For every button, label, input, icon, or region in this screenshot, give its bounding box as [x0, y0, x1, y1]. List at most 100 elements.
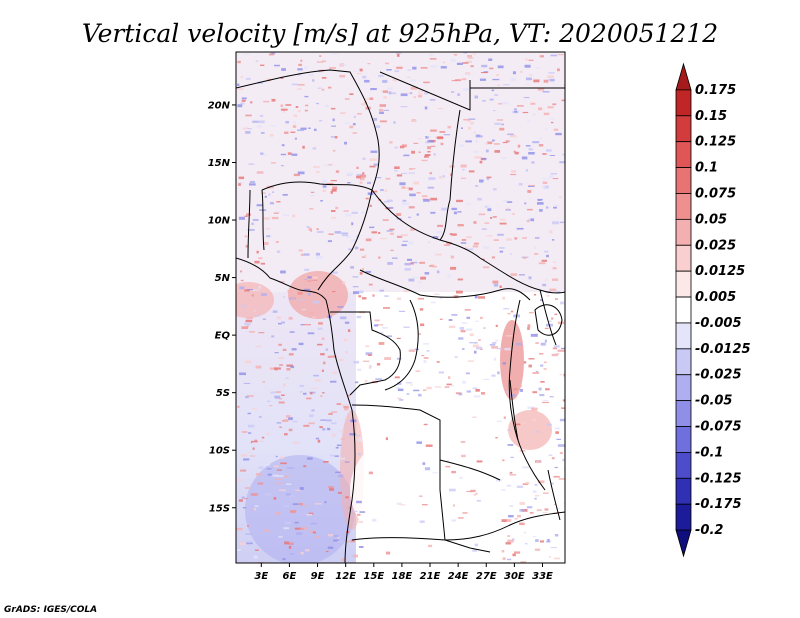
field-speckle — [357, 453, 361, 456]
field-speckle — [245, 245, 249, 248]
field-speckle — [286, 364, 293, 367]
field-speckle — [410, 384, 413, 386]
field-speckle — [320, 419, 327, 421]
field-speckle — [236, 527, 243, 531]
field-speckle — [479, 78, 486, 81]
field-speckle — [321, 369, 324, 372]
field-speckle — [443, 244, 450, 246]
field-speckle — [424, 467, 431, 471]
field-speckle — [379, 104, 386, 107]
field-speckle — [251, 222, 254, 225]
colorbar-swatch — [675, 218, 692, 246]
field-speckle — [248, 432, 252, 434]
field-speckle — [460, 441, 466, 443]
field-speckle — [424, 92, 428, 95]
field-speckle — [492, 216, 497, 218]
field-speckle — [240, 76, 244, 78]
field-speckle — [275, 241, 279, 243]
field-speckle — [399, 310, 406, 312]
field-speckle — [333, 539, 339, 542]
field-speckle — [528, 148, 533, 151]
field-speckle — [269, 202, 274, 205]
field-speckle — [555, 132, 562, 136]
field-speckle — [455, 243, 460, 246]
field-speckle — [530, 218, 535, 222]
field-speckle — [333, 535, 339, 538]
field-speckle — [287, 289, 293, 293]
field-speckle — [241, 496, 245, 499]
field-speckle — [292, 420, 298, 423]
field-speckle — [534, 484, 538, 486]
border-car-north — [371, 189, 481, 259]
field-speckle — [305, 104, 309, 107]
field-speckle — [344, 317, 350, 320]
field-speckle — [423, 360, 427, 363]
field-speckle — [478, 296, 485, 299]
colorbar-swatch — [675, 452, 692, 479]
field-speckle — [288, 353, 294, 356]
field-speckle — [394, 376, 400, 379]
field-speckle — [270, 125, 277, 127]
field-speckle — [509, 474, 516, 476]
field-speckle — [482, 100, 486, 102]
field-speckle — [554, 427, 560, 430]
field-speckle — [274, 367, 281, 370]
field-speckle — [351, 554, 354, 558]
field-speckle — [332, 186, 338, 190]
field-speckle — [468, 118, 476, 120]
field-speckle — [549, 396, 554, 398]
field-speckle — [288, 417, 293, 421]
field-speckle — [293, 441, 300, 444]
field-speckle — [322, 189, 327, 192]
field-speckle — [544, 250, 549, 253]
field-speckle — [491, 374, 496, 377]
field-speckle — [329, 488, 335, 491]
field-speckle — [357, 368, 362, 371]
field-speckle — [283, 419, 289, 422]
lon-label: 6E — [283, 571, 297, 582]
field-speckle — [350, 266, 354, 269]
field-speckle — [252, 289, 259, 291]
field-speckle — [368, 283, 373, 286]
field-speckle — [285, 121, 289, 124]
field-speckle — [542, 492, 549, 494]
field-speckle — [527, 406, 535, 409]
field-speckle — [389, 228, 395, 231]
field-speckle — [522, 111, 529, 114]
field-speckle — [501, 123, 504, 126]
field-speckle — [304, 109, 308, 112]
field-speckle — [368, 354, 372, 356]
field-speckle — [497, 84, 501, 86]
field-speckle — [345, 351, 348, 354]
field-speckle — [387, 199, 393, 202]
field-speckle — [510, 174, 517, 176]
field-speckle — [293, 121, 297, 124]
field-speckle — [525, 58, 528, 61]
field-speckle — [278, 398, 283, 400]
field-speckle — [268, 193, 271, 196]
field-speckle — [419, 495, 423, 498]
field-speckle — [526, 506, 533, 509]
field-speckle — [550, 79, 555, 82]
field-speckle — [247, 424, 255, 428]
field-speckle — [543, 79, 549, 83]
field-speckle — [464, 247, 468, 250]
field-speckle — [474, 95, 478, 99]
field-speckle — [416, 441, 422, 444]
field-speckle — [486, 235, 493, 237]
field-speckle — [375, 378, 383, 381]
field-speckle — [513, 150, 516, 153]
field-speckle — [436, 361, 440, 363]
field-speckle — [330, 380, 337, 383]
field-speckle — [314, 275, 317, 277]
field-speckle — [542, 512, 548, 514]
field-speckle — [280, 76, 284, 79]
field-speckle — [245, 396, 249, 399]
field-speckle — [240, 454, 247, 457]
field-speckle — [507, 539, 514, 543]
field-speckle — [254, 315, 260, 317]
field-speckle — [563, 84, 565, 86]
field-speckle — [528, 184, 535, 186]
field-speckle — [553, 261, 557, 263]
field-speckle — [461, 127, 463, 129]
